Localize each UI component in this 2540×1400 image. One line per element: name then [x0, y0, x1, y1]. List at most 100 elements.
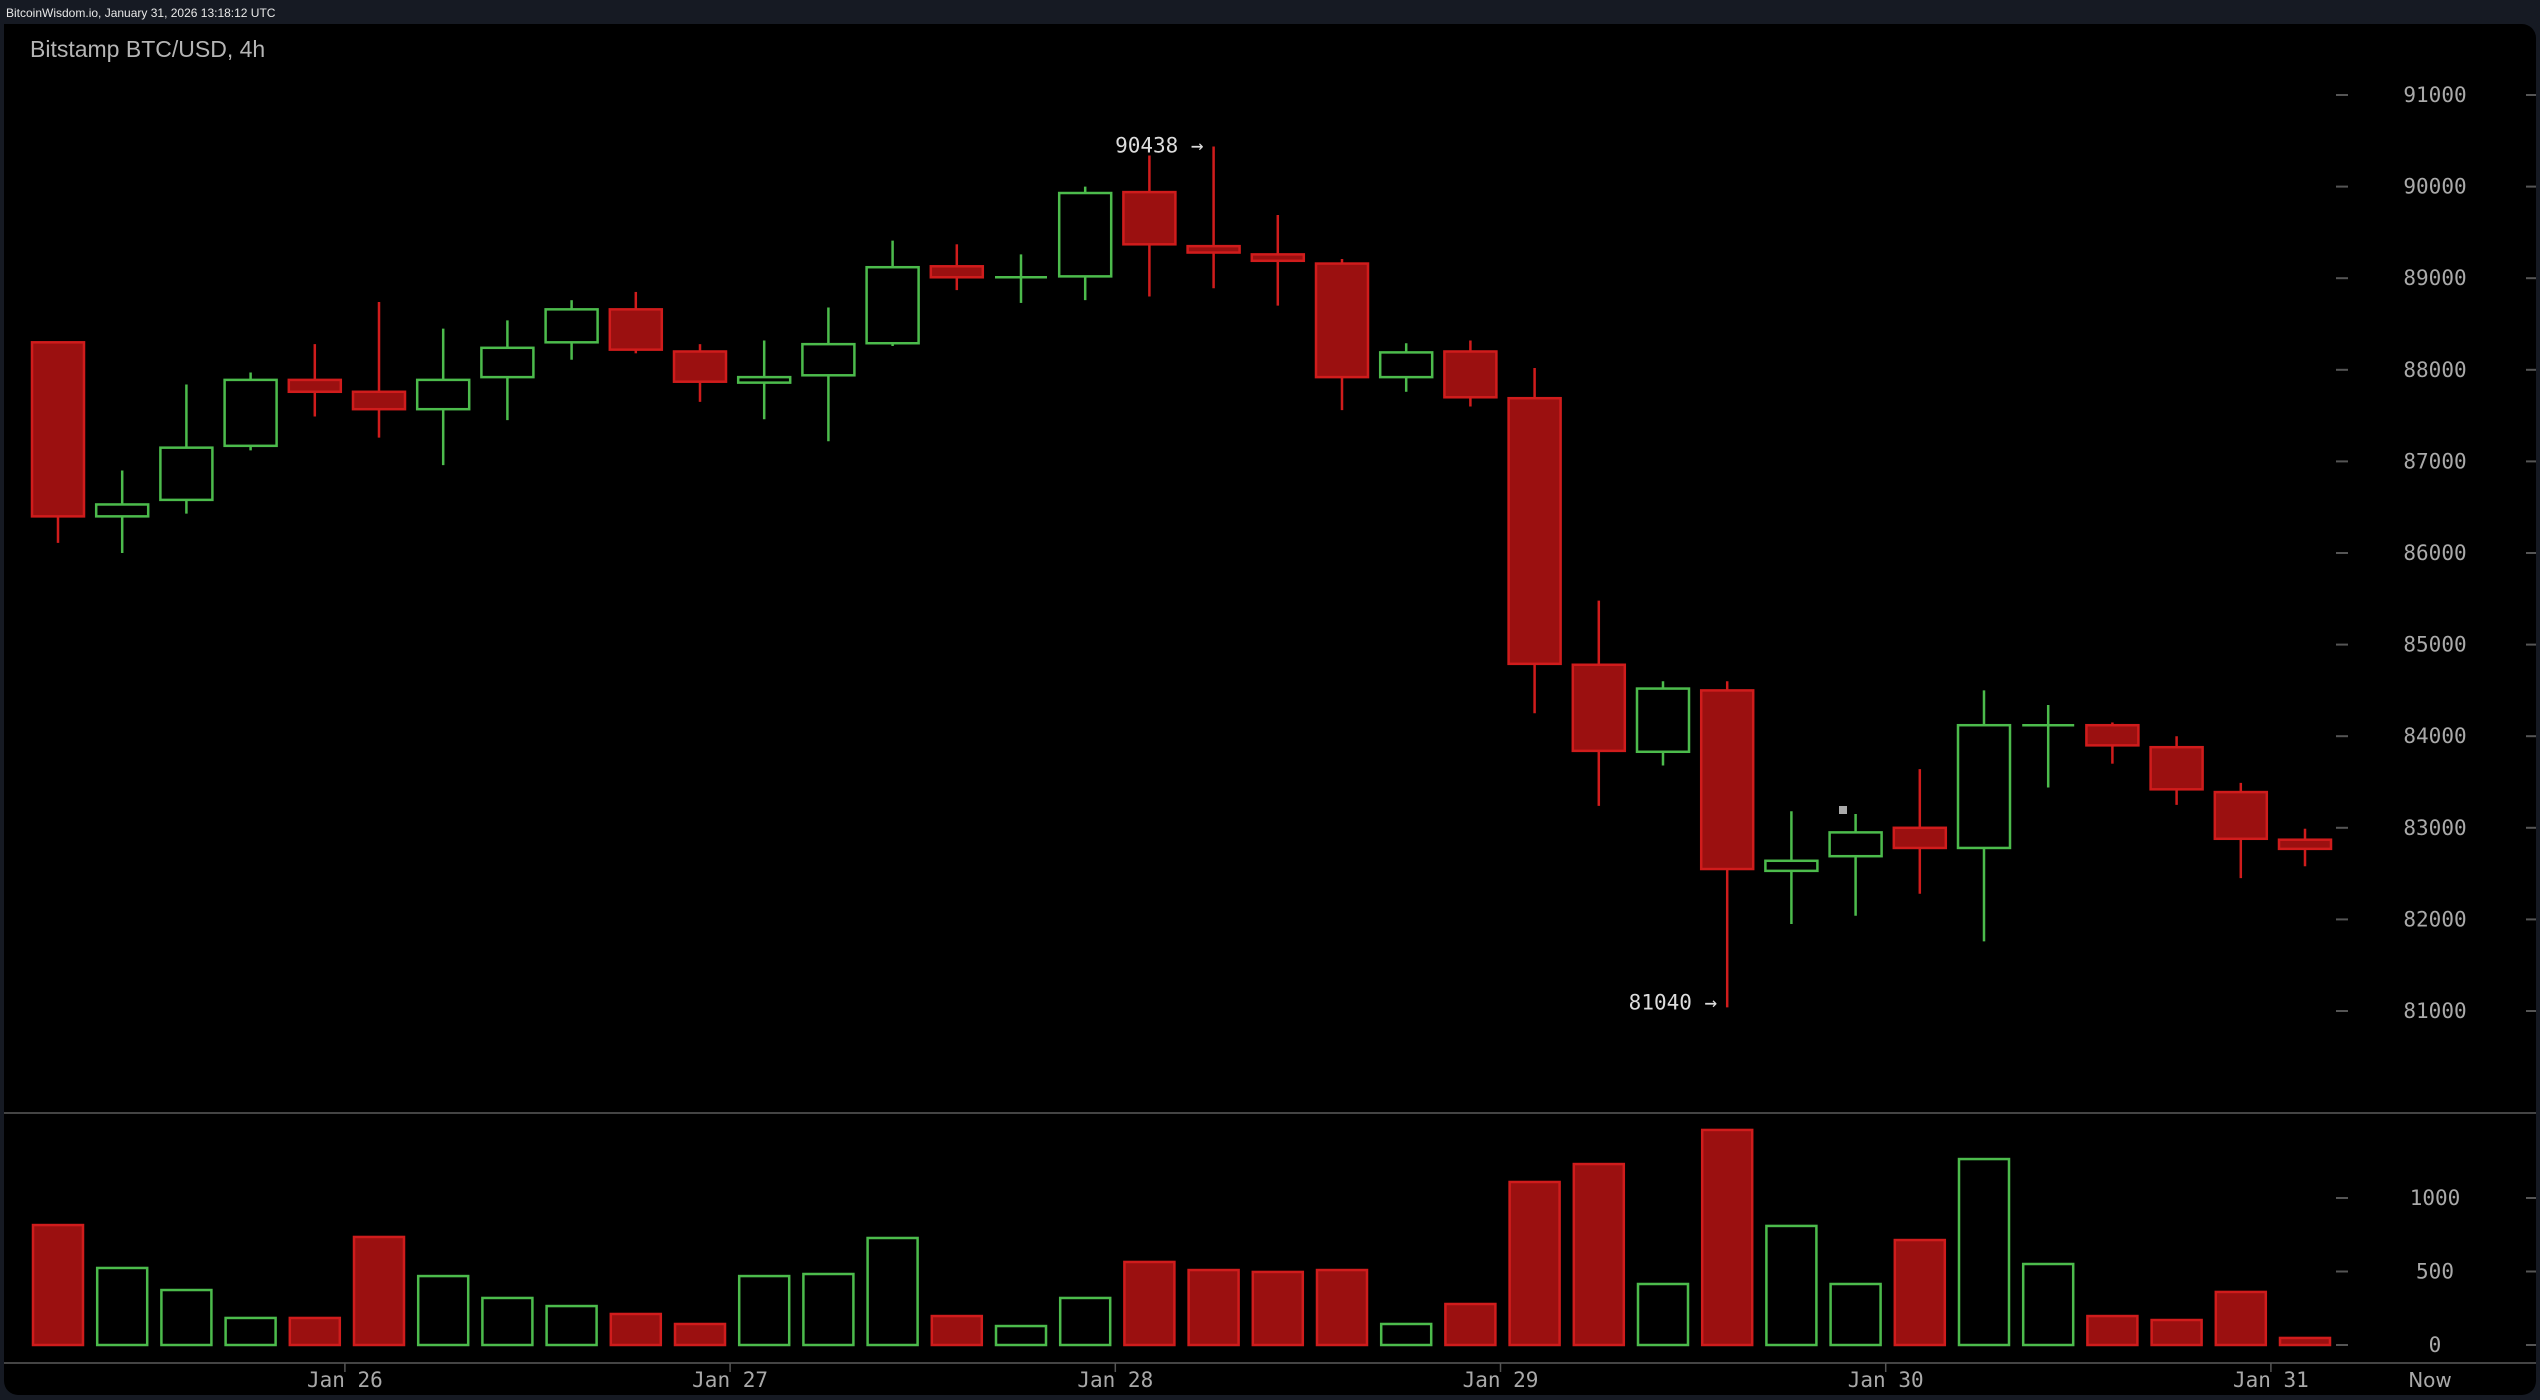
candle[interactable]: [2277, 828, 2333, 867]
time-tick-label: Jan 30: [1848, 1368, 1924, 1392]
volume-bar[interactable]: [1957, 1157, 2011, 1347]
time-tick-label: Jan 29: [1463, 1368, 1539, 1392]
price-tick-label: 82000: [2403, 907, 2466, 931]
volume-bar[interactable]: [2021, 1262, 2075, 1347]
candle[interactable]: [2022, 705, 2075, 788]
price-tick-label: 86000: [2403, 541, 2466, 565]
volume-bar[interactable]: [930, 1314, 984, 1347]
volume-bar[interactable]: [1636, 1282, 1690, 1347]
volume-bar[interactable]: [1700, 1128, 1754, 1347]
candle[interactable]: [1892, 769, 1948, 894]
volume-bar[interactable]: [2086, 1314, 2139, 1347]
price-tick-label: 81000: [2403, 999, 2466, 1023]
volume-bar[interactable]: [2150, 1318, 2203, 1347]
candle[interactable]: [2213, 782, 2269, 879]
candle[interactable]: [223, 372, 278, 451]
candle[interactable]: [1250, 214, 1306, 306]
time-tick-label: Jan 27: [692, 1368, 768, 1392]
candle[interactable]: [1635, 681, 1691, 766]
volume-bar[interactable]: [737, 1274, 791, 1347]
price-axis: 81000 82000 83000 84000 85000 86000 87000 88000…: [2336, 83, 2536, 1023]
period-low-label: 81040 →: [1629, 990, 1718, 1014]
volume-bar[interactable]: [2278, 1336, 2332, 1347]
candle[interactable]: [94, 470, 150, 553]
candle[interactable]: [1186, 146, 1241, 289]
volume-bar[interactable]: [1315, 1268, 1369, 1347]
volume-bar[interactable]: [2214, 1290, 2268, 1347]
candle[interactable]: [1057, 186, 1113, 301]
candlestick-chart[interactable]: 81000 82000 83000 84000 85000 86000 87000 88000…: [4, 24, 2536, 1395]
candle[interactable]: [1378, 343, 1434, 392]
price-tick-label: 90000: [2403, 175, 2466, 199]
volume-bar[interactable]: [1829, 1282, 1882, 1347]
volume-bar[interactable]: [802, 1272, 855, 1347]
volume-axis: 0 500 1000: [2336, 1186, 2536, 1357]
candle[interactable]: [287, 344, 343, 417]
candle[interactable]: [1122, 155, 1177, 297]
volume-bar[interactable]: [1893, 1238, 1947, 1347]
price-tick-label: 87000: [2403, 449, 2466, 473]
volume-bar[interactable]: [545, 1304, 598, 1347]
volume-bar[interactable]: [1187, 1268, 1240, 1347]
candle[interactable]: [1571, 600, 1627, 806]
volume-bar[interactable]: [1379, 1322, 1433, 1347]
candle[interactable]: [1699, 681, 1755, 1008]
volume-bar[interactable]: [1444, 1302, 1497, 1347]
volume-bar[interactable]: [1058, 1296, 1112, 1347]
volume-bar[interactable]: [160, 1288, 213, 1347]
volume-bar[interactable]: [31, 1223, 85, 1347]
price-tick-label: 89000: [2403, 266, 2466, 290]
time-axis: Jan 26 Jan 27 Jan 28 Jan 29 Jan 30 Jan 31: [307, 1363, 2309, 1392]
candle[interactable]: [544, 300, 599, 360]
volume-tick-label: 0: [2429, 1333, 2442, 1357]
candle[interactable]: [801, 307, 856, 442]
candle[interactable]: [1443, 340, 1498, 407]
volume-bar[interactable]: [416, 1274, 470, 1347]
price-tick-label: 88000: [2403, 358, 2466, 382]
candle[interactable]: [736, 340, 792, 420]
time-tick-label: Jan 26: [307, 1368, 383, 1392]
candle[interactable]: [995, 254, 1047, 303]
candle[interactable]: [608, 291, 664, 354]
volume-bar[interactable]: [288, 1316, 342, 1347]
volume-bar[interactable]: [224, 1316, 277, 1347]
annotations: 90438 → 81040 →: [1115, 133, 1717, 1014]
volume-bar[interactable]: [95, 1266, 149, 1347]
candle[interactable]: [2085, 722, 2140, 764]
volume-bar[interactable]: [1765, 1224, 1818, 1347]
candle[interactable]: [480, 320, 535, 421]
candle[interactable]: [351, 302, 407, 438]
volume-tick-label: 1000: [2410, 1186, 2461, 1210]
volume-bar[interactable]: [481, 1296, 534, 1347]
candle[interactable]: [415, 328, 471, 466]
volume-bar[interactable]: [1251, 1270, 1305, 1347]
volume-bar[interactable]: [1572, 1162, 1626, 1347]
now-label: Now: [2408, 1368, 2452, 1392]
volume-tick-label: 500: [2416, 1260, 2454, 1284]
volume-bar[interactable]: [609, 1312, 663, 1347]
price-tick-label: 91000: [2403, 83, 2466, 107]
price-tick-label: 84000: [2403, 724, 2466, 748]
candle[interactable]: [30, 341, 86, 543]
price-tick-label: 83000: [2403, 816, 2466, 840]
volume-bar[interactable]: [994, 1324, 1048, 1347]
candle[interactable]: [929, 244, 985, 291]
volume-bar[interactable]: [866, 1236, 919, 1347]
candle[interactable]: [159, 384, 214, 514]
candle[interactable]: [1314, 258, 1370, 411]
price-tick-label: 85000: [2403, 633, 2466, 657]
volume-bar[interactable]: [1123, 1260, 1176, 1347]
volume-bar[interactable]: [673, 1322, 727, 1347]
candle[interactable]: [1956, 690, 2012, 942]
candle[interactable]: [1507, 367, 1562, 714]
volume-bar[interactable]: [352, 1235, 406, 1347]
candle[interactable]: [865, 240, 920, 346]
volume-bar[interactable]: [1508, 1180, 1561, 1347]
volume-bars: [31, 1128, 2332, 1347]
candles: [30, 146, 2333, 1008]
candle[interactable]: [1828, 814, 1883, 916]
candle[interactable]: [2149, 736, 2204, 805]
time-tick-label: Jan 31: [2233, 1368, 2309, 1392]
candle[interactable]: [672, 344, 728, 402]
candle[interactable]: [1764, 811, 1819, 924]
